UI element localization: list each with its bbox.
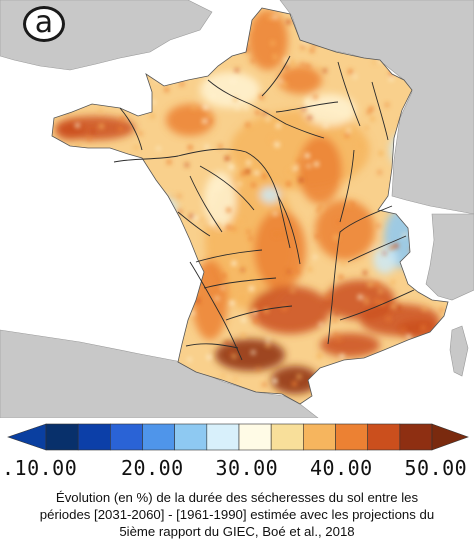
spain-land: [0, 329, 319, 418]
river-dordogne: [195, 249, 263, 263]
caption-line-2: périodes [2031-2060] - [1961-1990] estim…: [39, 507, 435, 522]
colorbar-tick-label: 40.00: [310, 456, 373, 480]
colorbar-tick-label: .10.00: [2, 456, 78, 480]
river-meuse: [337, 61, 361, 127]
colorbar-cell: [399, 423, 433, 451]
colorbar-end-high: [431, 423, 469, 451]
river-seine: [207, 79, 325, 139]
rivers: [113, 55, 415, 361]
colorbar: [7, 423, 469, 451]
colorbar-cell: [270, 423, 304, 451]
colorbar-tick-label: 30.00: [215, 456, 279, 480]
colorbar-cell: [335, 423, 368, 451]
river-marne: [275, 101, 339, 113]
river-isere: [347, 235, 407, 263]
colorbar-cell: [367, 423, 401, 451]
colorbar-cell: [110, 423, 143, 451]
river-moselle: [371, 81, 389, 141]
map-area: a: [0, 0, 474, 418]
italy-land: [425, 213, 474, 301]
colorbar-tick-labels: .10.00 20.00 30.00 40.00 50.00: [0, 456, 474, 486]
river-allier: [277, 195, 301, 265]
colorbar-tick-label: 20.00: [121, 456, 184, 480]
river-oise: [261, 55, 291, 97]
colorbar-cell: [303, 423, 336, 451]
caption-line-1: Évolution (en %) de la durée des séchere…: [55, 490, 419, 505]
river-adour: [185, 343, 239, 349]
river-durance: [339, 289, 415, 321]
caption-line-3: 5ième rapport du GIEC, Boé et al., 2018: [119, 524, 355, 539]
river-rhone: [327, 205, 393, 345]
france-outline: [51, 7, 449, 405]
colorbar-cell: [238, 423, 272, 451]
colorbar-cell: [142, 423, 175, 451]
river-tarn: [225, 305, 293, 321]
france-map: [0, 0, 474, 418]
river-loire: [113, 148, 291, 249]
colorbar-cells: [7, 423, 469, 451]
colorbar-cell: [45, 423, 79, 451]
river-lot: [203, 277, 277, 289]
colorbar-cell: [77, 423, 111, 451]
river-saone: [339, 149, 355, 223]
colorbar-tick-label: 50.00: [404, 456, 468, 480]
colorbar-end-low: [7, 423, 47, 451]
panel-label: a: [23, 6, 65, 42]
river-vilaine: [119, 107, 143, 151]
river-charente: [177, 211, 211, 237]
colorbar-cell: [174, 423, 208, 451]
river-cher: [199, 165, 255, 211]
river-vienne: [189, 175, 223, 233]
colorbar-cell: [206, 423, 240, 451]
figure-caption: Évolution (en %) de la durée des séchere…: [6, 489, 468, 540]
corsica-land: [449, 325, 469, 377]
neighbouring-land: [0, 0, 474, 418]
